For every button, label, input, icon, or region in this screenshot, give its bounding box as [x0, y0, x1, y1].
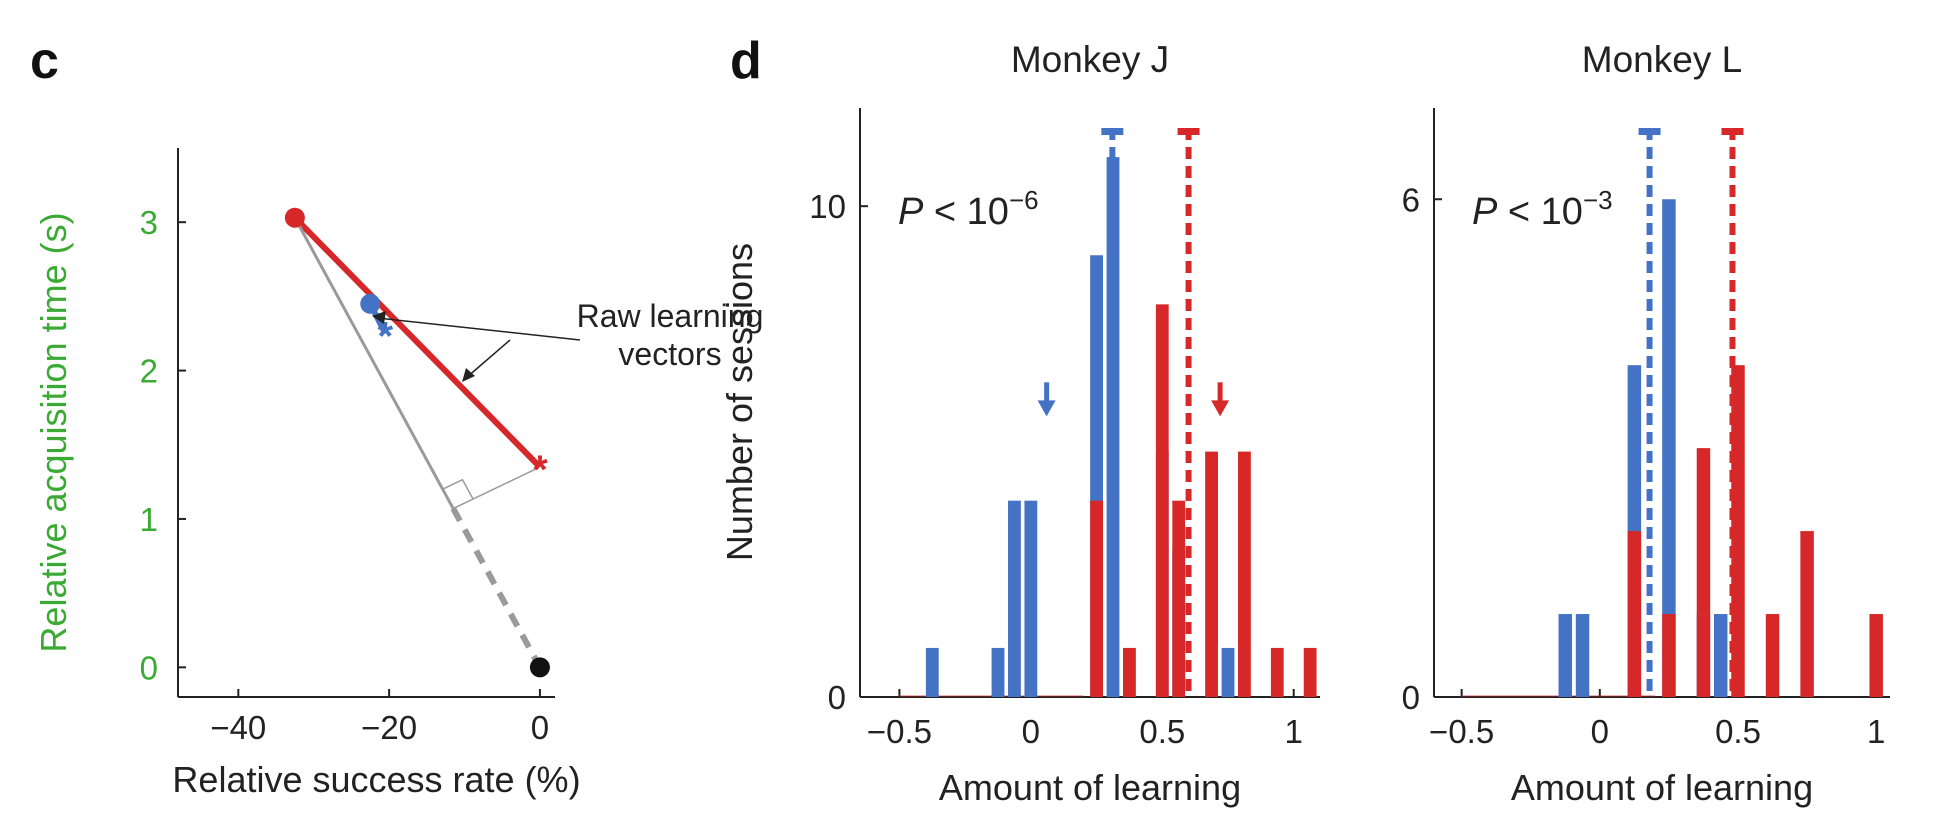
blue-mean-cap — [1638, 128, 1661, 135]
blue-bar — [1662, 199, 1676, 697]
blue-bar — [1008, 500, 1021, 697]
right-angle-marker — [442, 478, 474, 500]
x-tick-label: 0 — [1591, 713, 1609, 750]
blue-start-marker — [360, 293, 381, 314]
monkey-j-histogram: Monkey J Amount of learning Number of se… — [719, 39, 1320, 808]
blue-bar — [1575, 614, 1590, 697]
red-bar — [1662, 614, 1676, 697]
x-axis-label: Amount of learning — [939, 767, 1241, 808]
panel-c-letter: c — [30, 32, 59, 90]
p-value-label: P < 10−6 — [898, 185, 1039, 233]
y-axis-label: Relative acquisition time (s) — [33, 212, 74, 652]
y-tick-label: 1 — [140, 501, 158, 538]
red-bar — [1696, 448, 1711, 697]
blue-end-marker: * — [378, 314, 394, 358]
blue-bar — [1106, 157, 1120, 698]
red-bar — [1303, 647, 1317, 697]
blue-mean-cap — [1101, 128, 1124, 135]
p-value-prefix: P — [898, 191, 924, 233]
blue-bar — [1221, 647, 1235, 697]
x-tick-label: −20 — [361, 709, 417, 746]
p-value-exponent: −3 — [1583, 185, 1613, 215]
y-tick-label: 10 — [809, 188, 846, 225]
x-tick-label: 1 — [1867, 713, 1885, 750]
y-tick-label: 0 — [1402, 679, 1420, 716]
p-value-text: < 10 — [923, 191, 1009, 233]
blue-bar — [1558, 614, 1573, 697]
red-bar — [1869, 614, 1883, 697]
p-value-prefix: P — [1472, 191, 1498, 233]
chart-title: Monkey J — [1011, 39, 1169, 80]
y-tick-label: 0 — [828, 679, 846, 716]
annotation-line-2: vectors — [618, 336, 721, 372]
x-tick-label: 0 — [1022, 713, 1040, 750]
annotation-arrowhead-2 — [462, 368, 475, 382]
p-value-label: P < 10−3 — [1472, 185, 1613, 233]
y-tick-label: 3 — [140, 204, 158, 241]
red-end-marker: * — [532, 448, 548, 492]
annotation-arrow-line-2 — [465, 339, 511, 379]
red-arrow-head — [1211, 400, 1230, 417]
x-tick-label: 0.5 — [1715, 713, 1761, 750]
red-mean-cap — [1721, 128, 1744, 135]
red-bar — [1205, 451, 1218, 697]
monkey-l-histogram: Monkey L Amount of learning P < 10−3 0 6 −… — [1402, 39, 1890, 808]
annotation-line-1: Raw learning — [577, 298, 764, 334]
red-bar — [1155, 304, 1169, 697]
red-start-marker — [284, 207, 305, 228]
x-tick-label: −0.5 — [1429, 713, 1494, 750]
blue-bar — [925, 647, 939, 697]
learning-vector-plot: Relative acquisition time (s) Relative s… — [33, 148, 763, 800]
y-tick-label: 0 — [140, 649, 158, 686]
perpendicular — [452, 466, 541, 510]
x-tick-label: 0 — [531, 709, 549, 746]
red-bar — [1765, 614, 1780, 697]
red-bar — [1800, 531, 1814, 697]
chart-title: Monkey L — [1582, 39, 1742, 80]
annotation-arrow-line-1 — [377, 317, 581, 341]
blue-bar — [1024, 500, 1038, 697]
blue-arrow-head — [1037, 400, 1056, 417]
x-axis-label: Relative success rate (%) — [172, 759, 580, 800]
blue-bar — [1713, 614, 1728, 697]
projection-line — [293, 217, 455, 510]
p-value-text: < 10 — [1497, 191, 1583, 233]
red-mean-cap — [1177, 128, 1200, 135]
dashed-extension — [450, 507, 543, 669]
x-axis-label: Amount of learning — [1511, 767, 1813, 808]
red-bar — [1172, 500, 1186, 697]
blue-bar — [991, 647, 1005, 697]
red-bar — [1123, 647, 1136, 697]
x-tick-label: 0.5 — [1139, 713, 1185, 750]
p-value-exponent: −6 — [1009, 185, 1039, 215]
red-bar — [1270, 647, 1284, 697]
x-tick-label: −0.5 — [867, 713, 932, 750]
red-vector — [292, 215, 543, 470]
origin-marker — [529, 657, 550, 678]
annotation-arrowhead-1 — [372, 311, 386, 324]
red-bar — [1090, 500, 1103, 697]
red-bar — [1238, 451, 1251, 697]
y-tick-label: 2 — [140, 353, 158, 390]
x-tick-label: 1 — [1285, 713, 1303, 750]
red-bar — [1627, 531, 1642, 697]
y-tick-label: 6 — [1402, 181, 1420, 218]
x-tick-label: −40 — [210, 709, 266, 746]
panel-d-letter: d — [730, 32, 762, 90]
y-axis-label: Number of sessions — [719, 243, 760, 561]
